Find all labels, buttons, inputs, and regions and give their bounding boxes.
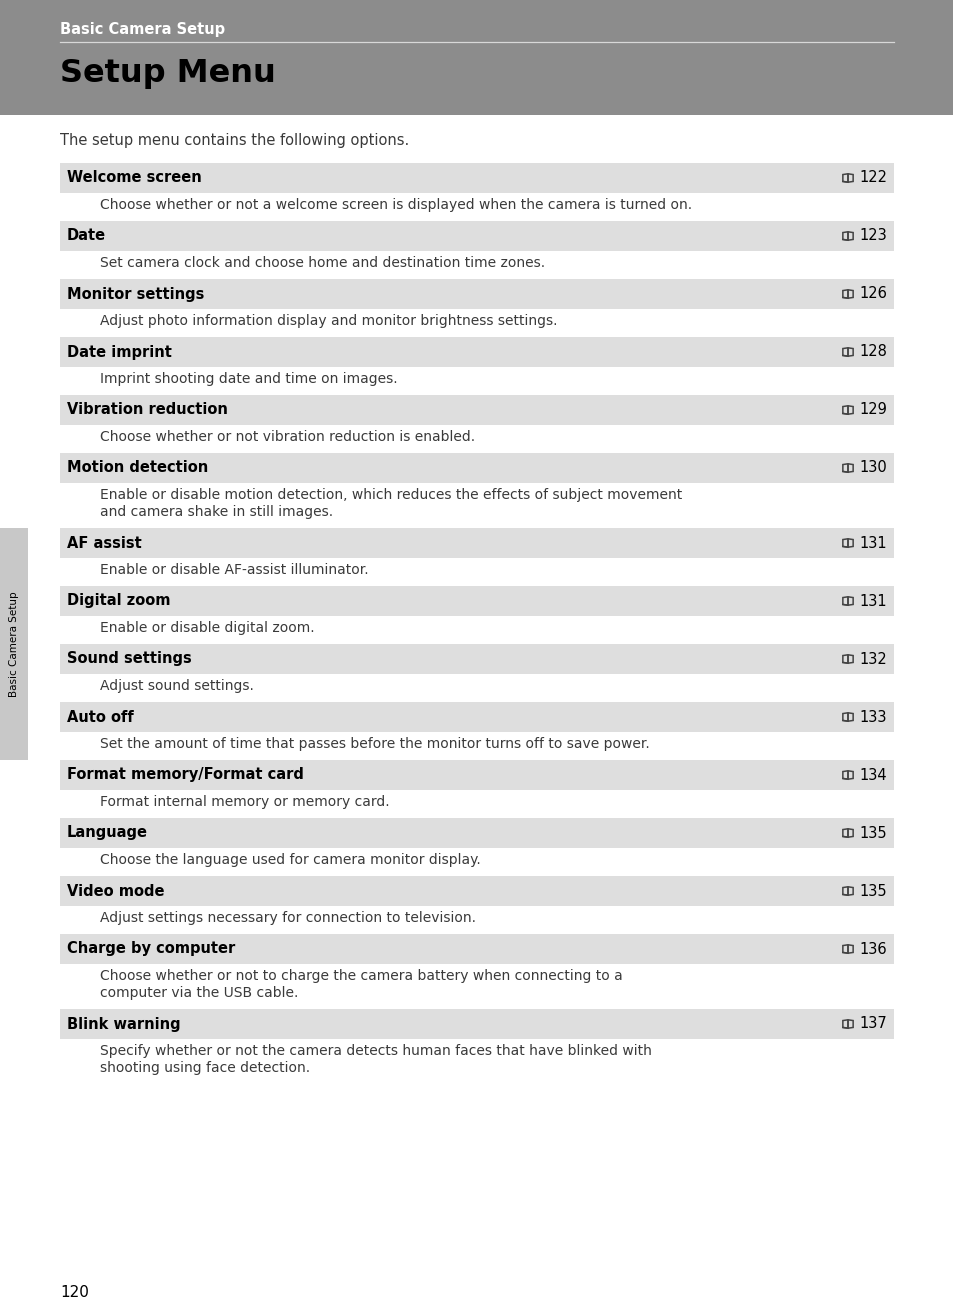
Text: Welcome screen: Welcome screen: [67, 171, 201, 185]
Text: Imprint shooting date and time on images.: Imprint shooting date and time on images…: [100, 372, 397, 386]
Text: 126: 126: [859, 286, 886, 301]
Text: 135: 135: [859, 883, 886, 899]
Text: Specify whether or not the camera detects human faces that have blinked with: Specify whether or not the camera detect…: [100, 1045, 651, 1058]
Text: Sound settings: Sound settings: [67, 652, 192, 666]
Bar: [0, 528, 28, 759]
Text: Adjust sound settings.: Adjust sound settings.: [100, 679, 253, 692]
Text: Choose whether or not a welcome screen is displayed when the camera is turned on: Choose whether or not a welcome screen i…: [100, 198, 691, 212]
Text: Set the amount of time that passes before the monitor turns off to save power.: Set the amount of time that passes befor…: [100, 737, 649, 752]
Text: and camera shake in still images.: and camera shake in still images.: [100, 505, 333, 519]
Text: Digital zoom: Digital zoom: [67, 594, 171, 608]
Text: 131: 131: [859, 536, 886, 551]
Text: Motion detection: Motion detection: [67, 460, 208, 476]
Text: Setup Menu: Setup Menu: [60, 58, 275, 89]
Bar: [60, 279, 893, 309]
Bar: [60, 528, 893, 558]
Text: Date imprint: Date imprint: [67, 344, 172, 360]
Text: AF assist: AF assist: [67, 536, 142, 551]
Text: Adjust photo information display and monitor brightness settings.: Adjust photo information display and mon…: [100, 314, 557, 328]
Bar: [60, 1009, 893, 1039]
Text: Choose whether or not vibration reduction is enabled.: Choose whether or not vibration reductio…: [100, 430, 475, 444]
Text: 133: 133: [859, 710, 886, 724]
Text: Enable or disable digital zoom.: Enable or disable digital zoom.: [100, 622, 314, 635]
Bar: [0, 0, 953, 116]
Bar: [60, 453, 893, 484]
Text: Language: Language: [67, 825, 148, 841]
Bar: [60, 163, 893, 193]
Text: 134: 134: [859, 767, 886, 783]
Text: computer via the USB cable.: computer via the USB cable.: [100, 986, 298, 1000]
Bar: [60, 819, 893, 848]
Text: Vibration reduction: Vibration reduction: [67, 402, 228, 418]
Text: Video mode: Video mode: [67, 883, 164, 899]
Bar: [60, 586, 893, 616]
Text: Format internal memory or memory card.: Format internal memory or memory card.: [100, 795, 389, 809]
Bar: [60, 396, 893, 424]
Text: Enable or disable AF-assist illuminator.: Enable or disable AF-assist illuminator.: [100, 562, 368, 577]
Bar: [60, 759, 893, 790]
Text: 132: 132: [859, 652, 886, 666]
Bar: [60, 702, 893, 732]
Text: Set camera clock and choose home and destination time zones.: Set camera clock and choose home and des…: [100, 256, 544, 269]
Text: Blink warning: Blink warning: [67, 1017, 180, 1031]
Bar: [60, 336, 893, 367]
Text: 120: 120: [60, 1285, 89, 1300]
Text: The setup menu contains the following options.: The setup menu contains the following op…: [60, 133, 409, 148]
Bar: [60, 876, 893, 905]
Bar: [60, 644, 893, 674]
Text: 135: 135: [859, 825, 886, 841]
Text: 128: 128: [859, 344, 886, 360]
Text: Charge by computer: Charge by computer: [67, 942, 235, 957]
Text: 129: 129: [859, 402, 886, 418]
Text: Choose the language used for camera monitor display.: Choose the language used for camera moni…: [100, 853, 480, 867]
Text: 123: 123: [859, 229, 886, 243]
Bar: [60, 934, 893, 964]
Text: Enable or disable motion detection, which reduces the effects of subject movemen: Enable or disable motion detection, whic…: [100, 487, 681, 502]
Text: Monitor settings: Monitor settings: [67, 286, 204, 301]
Text: Basic Camera Setup: Basic Camera Setup: [9, 591, 19, 696]
Text: 137: 137: [859, 1017, 886, 1031]
Text: Adjust settings necessary for connection to television.: Adjust settings necessary for connection…: [100, 911, 476, 925]
Text: 131: 131: [859, 594, 886, 608]
Text: Auto off: Auto off: [67, 710, 133, 724]
Text: Choose whether or not to charge the camera battery when connecting to a: Choose whether or not to charge the came…: [100, 968, 622, 983]
Text: 136: 136: [859, 942, 886, 957]
Text: Format memory/Format card: Format memory/Format card: [67, 767, 304, 783]
Text: Basic Camera Setup: Basic Camera Setup: [60, 22, 225, 37]
Bar: [60, 221, 893, 251]
Text: 130: 130: [859, 460, 886, 476]
Text: shooting using face detection.: shooting using face detection.: [100, 1060, 310, 1075]
Text: 122: 122: [858, 171, 886, 185]
Text: Date: Date: [67, 229, 106, 243]
